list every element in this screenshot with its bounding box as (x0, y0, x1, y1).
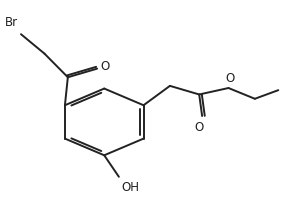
Text: O: O (101, 60, 110, 73)
Text: OH: OH (122, 181, 140, 194)
Text: Br: Br (5, 16, 18, 29)
Text: O: O (194, 121, 204, 134)
Text: O: O (225, 72, 234, 85)
